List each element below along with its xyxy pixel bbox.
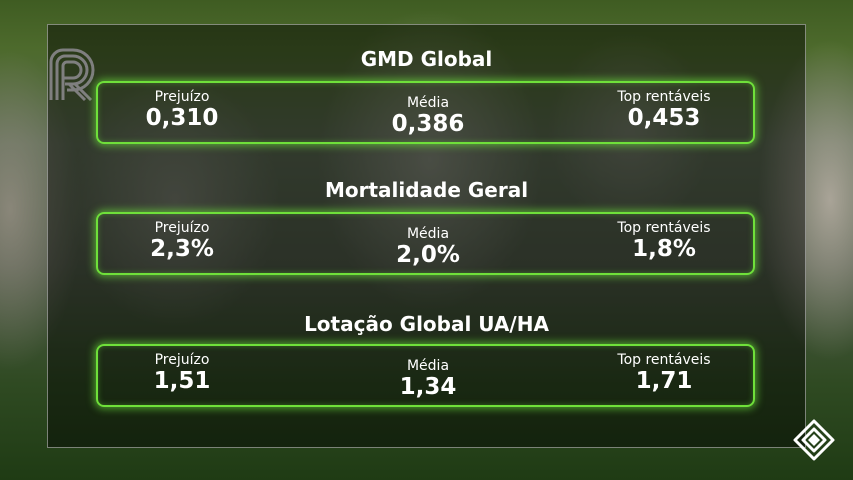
stat-label: Prejuízo — [154, 89, 210, 105]
stats-box-gmd: Prejuízo 0,310 Média 0,386 Top rentáveis… — [96, 81, 755, 144]
stat-prejuizo: Prejuízo 1,51 — [92, 352, 272, 394]
stat-value: 2,3% — [150, 236, 214, 262]
stat-label: Média — [406, 226, 450, 242]
stats-box-mortalidade: Prejuízo 2,3% Média 2,0% Top rentáveis 1… — [96, 212, 755, 275]
stat-value: 0,386 — [391, 111, 465, 137]
stat-label: Média — [406, 358, 450, 374]
stat-top-rentaveis: Top rentáveis 0,453 — [574, 89, 754, 131]
stat-value: 0,453 — [627, 105, 701, 131]
stat-value: 1,8% — [632, 236, 696, 262]
stat-label: Prejuízo — [154, 352, 210, 368]
stat-media: Média 1,34 — [338, 358, 518, 400]
stat-label: Média — [406, 95, 450, 111]
stat-value: 1,34 — [399, 374, 457, 400]
r-logo-icon — [49, 48, 95, 102]
stat-value: 1,51 — [153, 368, 211, 394]
stat-label: Top rentáveis — [617, 89, 711, 105]
stat-prejuizo: Prejuízo 0,310 — [92, 89, 272, 131]
stat-media: Média 2,0% — [338, 226, 518, 268]
stat-value: 2,0% — [396, 242, 460, 268]
section-title-gmd: GMD Global — [360, 47, 493, 71]
stats-box-lotacao: Prejuízo 1,51 Média 1,34 Top rentáveis 1… — [96, 344, 755, 407]
section-title-mortalidade: Mortalidade Geral — [324, 178, 529, 202]
stat-label: Top rentáveis — [617, 352, 711, 368]
stats-panel: GMD Global Prejuízo 0,310 Média 0,386 To… — [47, 24, 806, 448]
stat-label: Prejuízo — [154, 220, 210, 236]
stat-value: 0,310 — [145, 105, 219, 131]
diamond-brand-icon — [793, 419, 835, 461]
stat-prejuizo: Prejuízo 2,3% — [92, 220, 272, 262]
section-title-lotacao: Lotação Global UA/HA — [304, 312, 549, 336]
stat-media: Média 0,386 — [338, 95, 518, 137]
stat-value: 1,71 — [635, 368, 693, 394]
stat-top-rentaveis: Top rentáveis 1,8% — [574, 220, 754, 262]
stat-top-rentaveis: Top rentáveis 1,71 — [574, 352, 754, 394]
stat-label: Top rentáveis — [617, 220, 711, 236]
